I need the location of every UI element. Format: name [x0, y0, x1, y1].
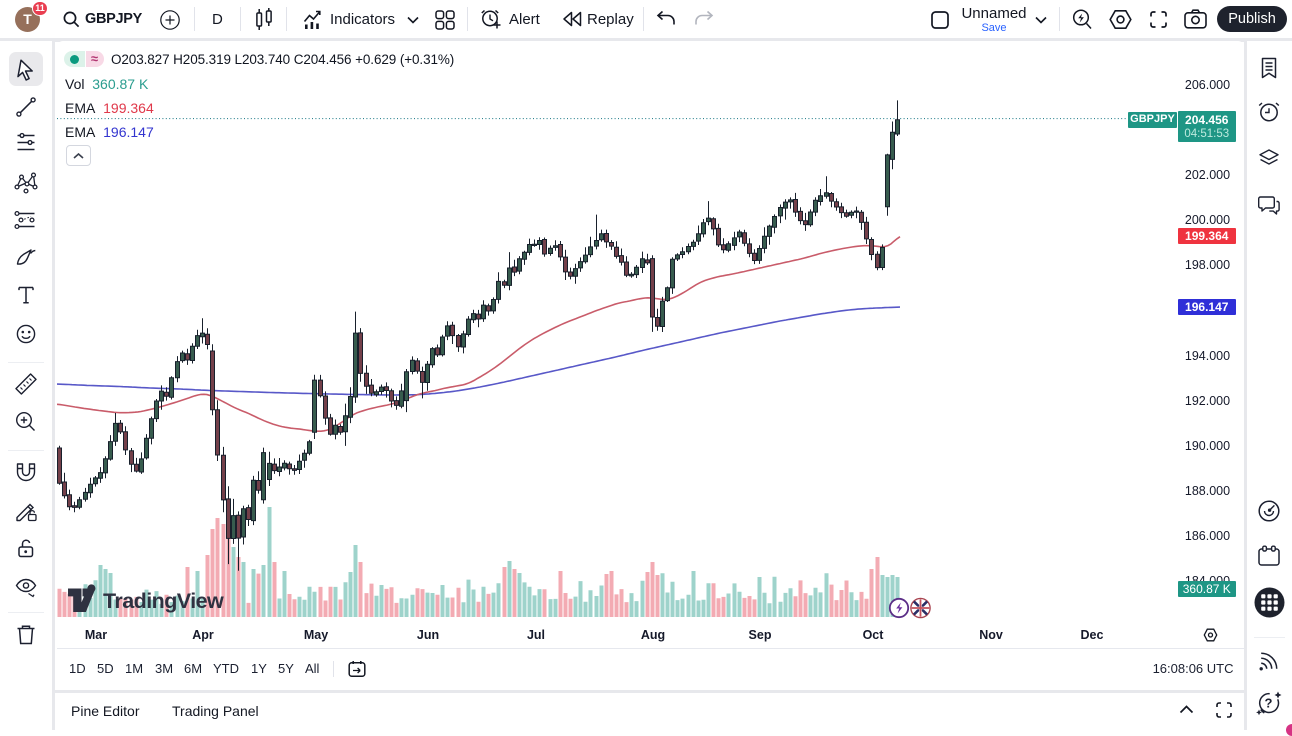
svg-text:TradingView: TradingView [103, 589, 224, 613]
svg-text:?: ? [1265, 696, 1273, 711]
